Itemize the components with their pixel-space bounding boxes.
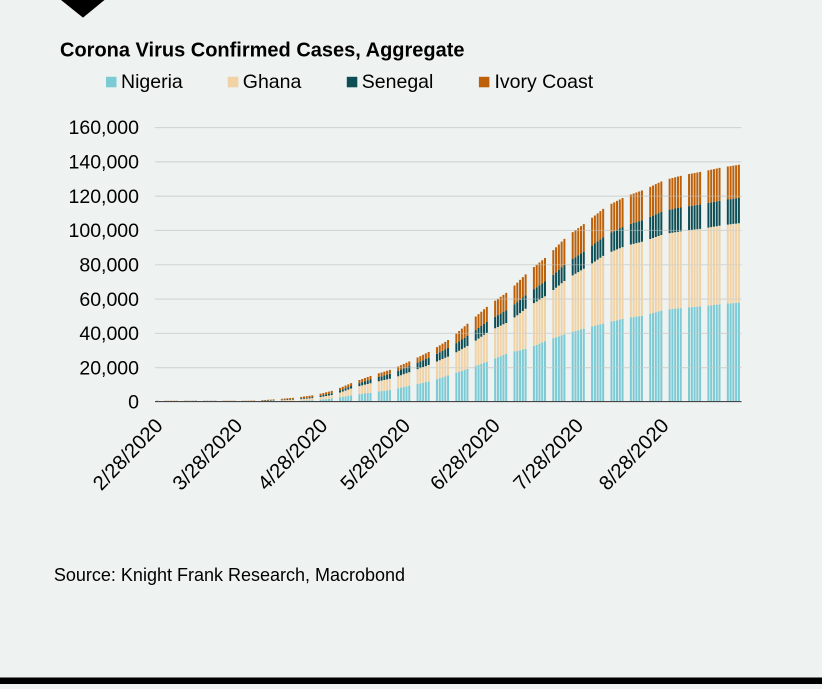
- svg-text:100,000: 100,000: [69, 220, 140, 242]
- svg-text:80,000: 80,000: [79, 254, 139, 276]
- svg-text:Corona Virus Confirmed Cases,: Corona Virus Confirmed Cases, Aggregate: [60, 40, 465, 62]
- svg-text:120,000: 120,000: [69, 186, 140, 208]
- svg-text:140,000: 140,000: [69, 152, 140, 174]
- svg-text:40,000: 40,000: [79, 323, 139, 345]
- svg-text:160,000: 160,000: [69, 117, 140, 139]
- svg-text:Source: Knight Frank Research,: Source: Knight Frank Research, Macrobond: [54, 565, 405, 585]
- svg-text:Nigeria: Nigeria: [121, 71, 183, 93]
- svg-text:Senegal: Senegal: [362, 71, 434, 93]
- svg-text:Ivory Coast: Ivory Coast: [495, 71, 594, 93]
- svg-text:0: 0: [128, 392, 139, 414]
- svg-text:Ghana: Ghana: [243, 71, 302, 93]
- svg-text:60,000: 60,000: [79, 289, 139, 311]
- svg-text:20,000: 20,000: [79, 357, 139, 379]
